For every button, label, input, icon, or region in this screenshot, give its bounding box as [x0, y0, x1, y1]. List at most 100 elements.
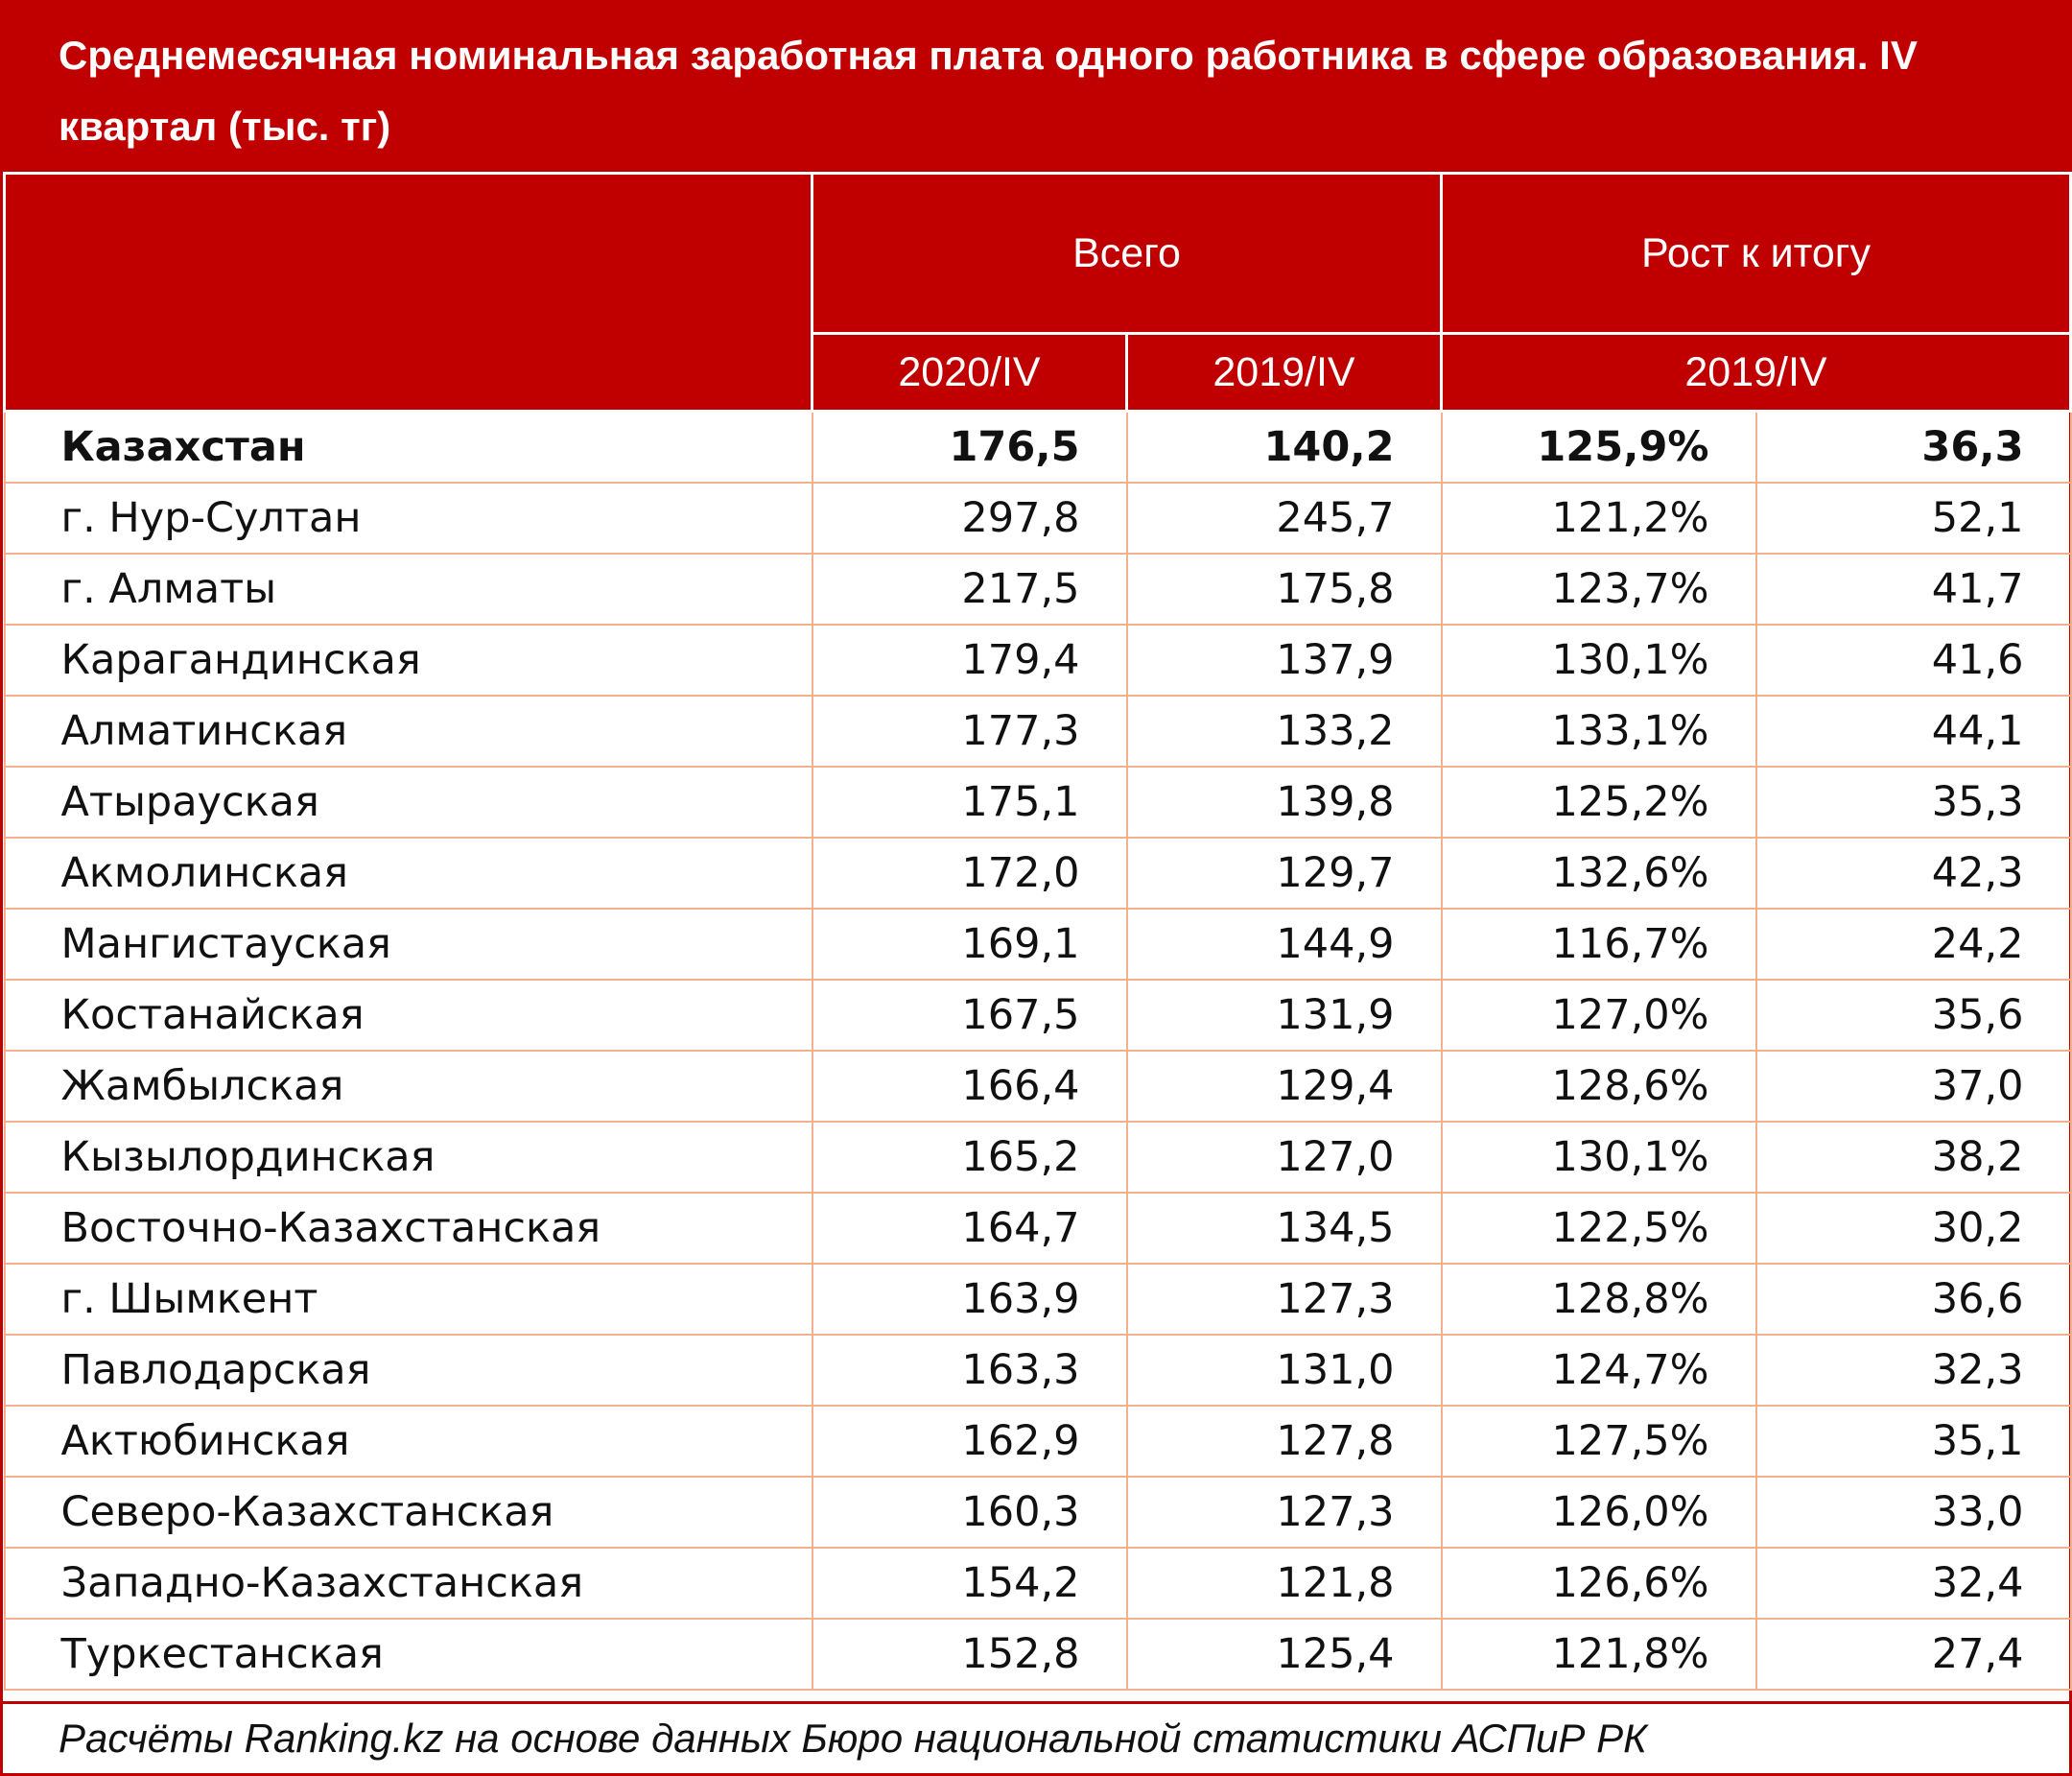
region-cell: г. Шымкент: [3, 1263, 813, 1336]
value-cell: 36,3: [1754, 410, 2072, 484]
value-cell: 35,3: [1754, 766, 2072, 839]
table-row: Казахстан 176,5 140,2 125,9% 36,3: [3, 410, 2072, 484]
value-cell: 124,7%: [1440, 1334, 1757, 1407]
table-row: Жамбылская 166,4 129,4 128,6% 37,0: [3, 1050, 2072, 1123]
value-cell: 167,5: [811, 979, 1128, 1052]
value-cell: 163,3: [811, 1334, 1128, 1407]
value-cell: 163,9: [811, 1263, 1128, 1336]
value-cell: 27,4: [1754, 1618, 2072, 1691]
table-row: г. Нур-Султан 297,8 245,7 121,2% 52,1: [3, 482, 2072, 555]
value-cell: 134,5: [1125, 1192, 1443, 1265]
region-cell: Алматинская: [3, 695, 813, 768]
value-cell: 297,8: [811, 482, 1128, 555]
value-cell: 130,1%: [1440, 1121, 1757, 1194]
value-cell: 24,2: [1754, 908, 2072, 981]
value-cell: 125,4: [1125, 1618, 1443, 1691]
value-cell: 35,1: [1754, 1405, 2072, 1478]
table-row: Акмолинская 172,0 129,7 132,6% 42,3: [3, 837, 2072, 910]
value-cell: 217,5: [811, 553, 1128, 626]
value-cell: 175,8: [1125, 553, 1443, 626]
region-cell: Северо-Казахстанская: [3, 1476, 813, 1549]
table-row: г. Шымкент 163,9 127,3 128,8% 36,6: [3, 1263, 2072, 1336]
table-row: Атырауская 175,1 139,8 125,2% 35,3: [3, 766, 2072, 839]
value-cell: 52,1: [1754, 482, 2072, 555]
value-cell: 116,7%: [1440, 908, 1757, 981]
value-cell: 121,2%: [1440, 482, 1757, 555]
region-cell: Актюбинская: [3, 1405, 813, 1478]
value-cell: 35,6: [1754, 979, 2072, 1052]
value-cell: 123,7%: [1440, 553, 1757, 626]
region-cell: Атырауская: [3, 766, 813, 839]
value-cell: 137,9: [1125, 624, 1443, 697]
data-table: Всего Рост к итогу 2020/IV 2019/IV 2019/…: [3, 172, 2072, 1691]
value-cell: 125,9%: [1440, 410, 1757, 484]
value-cell: 122,5%: [1440, 1192, 1757, 1265]
value-cell: 152,8: [811, 1618, 1128, 1691]
value-cell: 177,3: [811, 695, 1128, 768]
value-cell: 166,4: [811, 1050, 1128, 1123]
value-cell: 30,2: [1754, 1192, 2072, 1265]
value-cell: 164,7: [811, 1192, 1128, 1265]
table-row: Павлодарская 163,3 131,0 124,7% 32,3: [3, 1334, 2072, 1407]
table-row: Кызылординская 165,2 127,0 130,1% 38,2: [3, 1121, 2072, 1194]
table-row: Северо-Казахстанская 160,3 127,3 126,0% 33,0: [3, 1476, 2072, 1549]
region-cell: Восточно-Казахстанская: [3, 1192, 813, 1265]
value-cell: 179,4: [811, 624, 1128, 697]
value-cell: 127,3: [1125, 1263, 1443, 1336]
value-cell: 127,8: [1125, 1405, 1443, 1478]
value-cell: 139,8: [1125, 766, 1443, 839]
value-cell: 131,0: [1125, 1334, 1443, 1407]
value-cell: 144,9: [1125, 908, 1443, 981]
region-cell: Жамбылская: [3, 1050, 813, 1123]
value-cell: 160,3: [811, 1476, 1128, 1549]
value-cell: 33,0: [1754, 1476, 2072, 1549]
value-cell: 32,4: [1754, 1547, 2072, 1620]
value-cell: 127,0: [1125, 1121, 1443, 1194]
value-cell: 126,6%: [1440, 1547, 1757, 1620]
source-note: Расчёты Ranking.kz на основе данных Бюро…: [3, 1701, 2069, 1773]
table-row: Восточно-Казахстанская 164,7 134,5 122,5% 30…: [3, 1192, 2072, 1265]
sub-header: 2019/IV: [1440, 332, 2072, 413]
value-cell: 121,8%: [1440, 1618, 1757, 1691]
region-cell: Акмолинская: [3, 837, 813, 910]
value-cell: 129,4: [1125, 1050, 1443, 1123]
table-body: Казахстан 176,5 140,2 125,9% 36,3 г. Нур-Султ…: [3, 410, 2072, 1691]
region-cell: Костанайская: [3, 979, 813, 1052]
value-cell: 128,8%: [1440, 1263, 1757, 1336]
sub-header: 2019/IV: [1125, 332, 1443, 413]
value-cell: 175,1: [811, 766, 1128, 839]
table-row: Актюбинская 162,9 127,8 127,5% 35,1: [3, 1405, 2072, 1478]
table-row: Мангистауская 169,1 144,9 116,7% 24,2: [3, 908, 2072, 981]
group-header: Рост к итогу: [1440, 172, 2072, 335]
region-cell: Мангистауская: [3, 908, 813, 981]
value-cell: 176,5: [811, 410, 1128, 484]
title: Среднемесячная номинальная заработная пл…: [3, 3, 2069, 172]
value-cell: 131,9: [1125, 979, 1443, 1052]
value-cell: 133,1%: [1440, 695, 1757, 768]
value-cell: 126,0%: [1440, 1476, 1757, 1549]
value-cell: 41,7: [1754, 553, 2072, 626]
table-row: Западно-Казахстанская 154,2 121,8 126,6% 32,…: [3, 1547, 2072, 1620]
value-cell: 133,2: [1125, 695, 1443, 768]
value-cell: 42,3: [1754, 837, 2072, 910]
value-cell: 127,3: [1125, 1476, 1443, 1549]
region-cell: г. Нур-Султан: [3, 482, 813, 555]
region-cell: Кызылординская: [3, 1121, 813, 1194]
table-row: Алматинская 177,3 133,2 133,1% 44,1: [3, 695, 2072, 768]
value-cell: 121,8: [1125, 1547, 1443, 1620]
table-row: г. Алматы 217,5 175,8 123,7% 41,7: [3, 553, 2072, 626]
header-blank: [3, 172, 813, 413]
value-cell: 140,2: [1125, 410, 1443, 484]
value-cell: 36,6: [1754, 1263, 2072, 1336]
value-cell: 37,0: [1754, 1050, 2072, 1123]
value-cell: 127,0%: [1440, 979, 1757, 1052]
value-cell: 44,1: [1754, 695, 2072, 768]
value-cell: 130,1%: [1440, 624, 1757, 697]
region-cell: Туркестанская: [3, 1618, 813, 1691]
value-cell: 127,5%: [1440, 1405, 1757, 1478]
value-cell: 154,2: [811, 1547, 1128, 1620]
value-cell: 162,9: [811, 1405, 1128, 1478]
region-cell: Карагандинская: [3, 624, 813, 697]
value-cell: 172,0: [811, 837, 1128, 910]
